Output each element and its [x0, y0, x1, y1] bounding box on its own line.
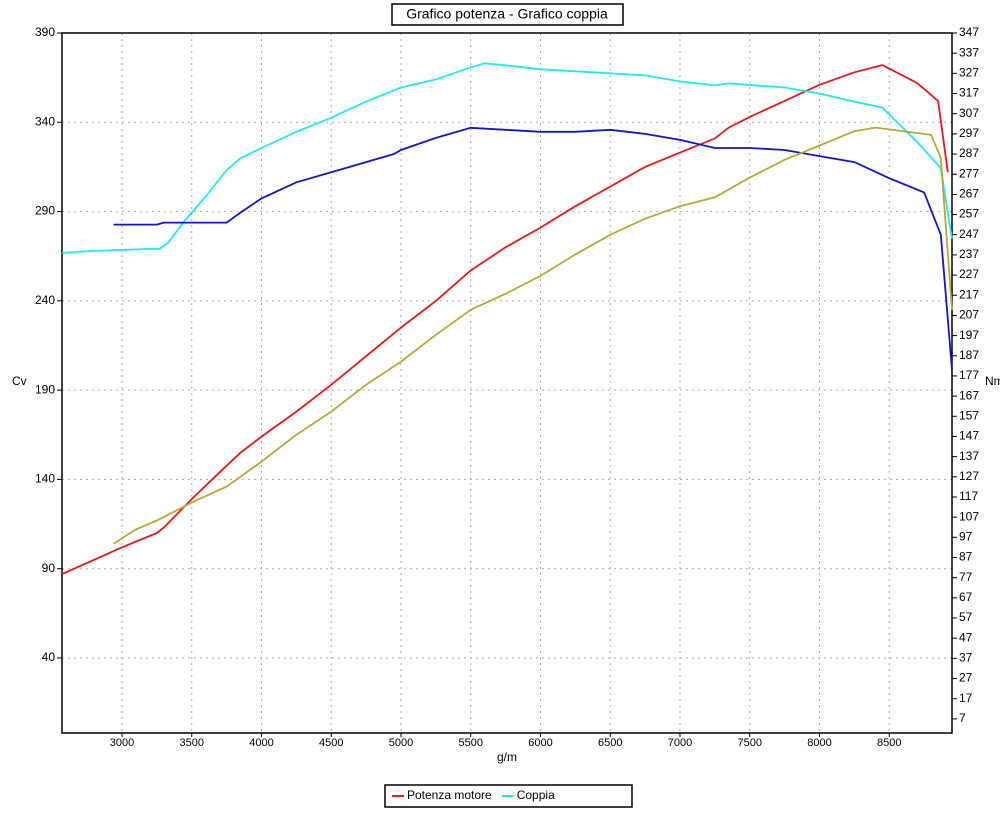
y-tick-label: 340 [35, 114, 55, 128]
y-tick-label: 140 [35, 472, 55, 486]
y2-tick-label: 217 [959, 287, 979, 301]
y2-tick-label: 127 [959, 469, 979, 483]
y2-tick-label: 307 [959, 106, 979, 120]
x-tick-label: 7500 [737, 737, 761, 749]
y2-tick-label: 107 [959, 509, 979, 523]
y2-tick-label: 317 [959, 86, 979, 100]
title-box [391, 3, 624, 26]
y2-tick-label: 17 [959, 691, 973, 705]
y2-tick-label: 347 [959, 25, 979, 39]
y2-tick-label: 247 [959, 227, 979, 241]
x-tick-label: 6000 [528, 737, 552, 749]
y2-tick-label: 177 [959, 368, 979, 382]
y2-tick-label: 277 [959, 166, 979, 180]
y2-tick-label: 147 [959, 429, 979, 443]
y-tick-label: 190 [35, 382, 55, 396]
y2-tick-label: 67 [959, 590, 973, 604]
y2-tick-label: 167 [959, 388, 979, 402]
y-tick-label: 90 [42, 561, 56, 575]
x-tick-label: 3500 [179, 737, 203, 749]
y2-tick-label: 47 [959, 630, 973, 644]
y2-tick-label: 77 [959, 570, 973, 584]
y-tick-label: 290 [35, 204, 55, 218]
line-series [113, 126, 953, 545]
x-tick-label: 5000 [389, 737, 413, 749]
legend-label: Coppia [517, 788, 555, 802]
y2-tick-label: 257 [959, 207, 979, 221]
x-tick-label: 6500 [598, 737, 622, 749]
y2-axis-label: Nm [985, 374, 1000, 388]
x-tick-label: 5500 [458, 737, 482, 749]
x-tick-label: 7000 [668, 737, 692, 749]
plot-frame [61, 32, 953, 734]
y2-tick-label: 207 [959, 308, 979, 322]
y-axis-label: Cv [12, 374, 27, 388]
y2-tick-label: 7 [959, 711, 966, 725]
line-series [61, 62, 953, 254]
x-tick-label: 8500 [877, 737, 901, 749]
y2-tick-label: 57 [959, 610, 973, 624]
y2-tick-label: 237 [959, 247, 979, 261]
y2-tick-label: 157 [959, 408, 979, 422]
y2-tick-label: 287 [959, 146, 979, 160]
y-tick-label: 390 [35, 25, 55, 39]
y2-tick-label: 337 [959, 45, 979, 59]
x-tick-label: 4000 [249, 737, 273, 749]
y-tick-label: 40 [42, 650, 56, 664]
y2-tick-label: 87 [959, 550, 973, 564]
y2-tick-label: 197 [959, 328, 979, 342]
x-tick-label: 3000 [110, 737, 134, 749]
x-tick-label: 4500 [319, 737, 343, 749]
y2-tick-label: 37 [959, 651, 973, 665]
line-series [113, 126, 953, 370]
line-series [61, 64, 949, 575]
legend-label: Potenza motore [407, 788, 492, 802]
y2-tick-label: 97 [959, 529, 973, 543]
y2-tick-label: 267 [959, 187, 979, 201]
y-tick-label: 240 [35, 293, 55, 307]
y2-tick-label: 297 [959, 126, 979, 140]
x-axis-label: g/m [497, 750, 517, 764]
y2-tick-label: 187 [959, 348, 979, 362]
y2-tick-label: 137 [959, 449, 979, 463]
y2-tick-label: 117 [959, 489, 978, 503]
y2-tick-label: 227 [959, 267, 979, 281]
chart-title: Grafico potenza - Grafico coppia [406, 6, 608, 22]
x-tick-label: 8000 [807, 737, 831, 749]
y2-tick-label: 327 [959, 66, 979, 80]
y2-tick-label: 27 [959, 671, 973, 685]
